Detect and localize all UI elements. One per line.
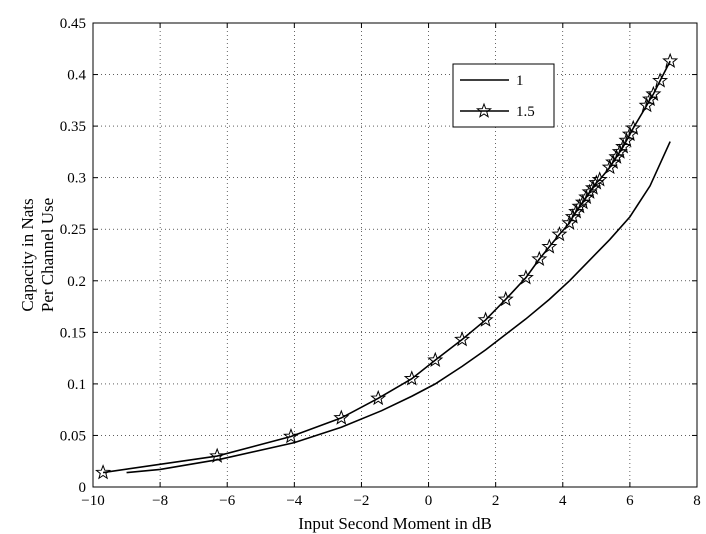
x-tick-label: 4	[559, 493, 567, 509]
data-point-star	[571, 198, 588, 214]
data-point-star	[625, 119, 642, 135]
plot-area-frame	[92, 22, 698, 488]
data-point-star	[645, 85, 662, 101]
data-point-star	[403, 370, 420, 386]
y-tick-label: 0.1	[67, 377, 86, 393]
series-layer	[95, 52, 679, 480]
x-tick-label: 2	[492, 493, 500, 509]
data-point-star	[209, 447, 226, 463]
data-point-star	[370, 389, 387, 406]
data-point-star	[517, 269, 534, 285]
data-point-star	[591, 171, 608, 187]
y-tick-label: 0.3	[67, 171, 86, 187]
y-tick-label: 0.2	[67, 274, 86, 290]
axis-ticks: −10 −8 −6 −4 −2 0 2 4 6 8 0 0.05 0.1 0.15 0.2 0.25 0.3 0.…	[60, 16, 701, 509]
x-tick-label: −8	[152, 493, 168, 509]
y-tick-label: 0.35	[60, 119, 86, 135]
x-axis-label: Input Second Moment in dB	[298, 514, 492, 533]
y-tick-label: 0.05	[60, 428, 86, 444]
y-tick-label: 0.15	[60, 325, 86, 341]
data-point-star	[564, 208, 581, 224]
data-point-star	[95, 464, 112, 480]
series-1	[126, 141, 671, 474]
x-tick-label: −10	[81, 493, 104, 509]
data-point-star	[581, 183, 598, 199]
y-tick-label: 0.4	[67, 68, 86, 84]
x-tick-label: 6	[626, 493, 634, 509]
legend-label: 1	[516, 73, 524, 89]
y-tick-label: 0.25	[60, 222, 86, 238]
y-tick-label: 0	[79, 480, 87, 496]
data-point-star	[282, 428, 300, 444]
x-tick-label: −6	[219, 493, 235, 509]
legend-box	[452, 63, 555, 128]
legend: 11.5	[452, 63, 555, 128]
data-point-star	[662, 52, 679, 68]
data-point-star	[642, 90, 659, 107]
data-point-star	[551, 225, 568, 242]
legend-label: 1.5	[516, 104, 535, 120]
data-point-star	[531, 250, 548, 266]
data-point-star	[652, 72, 669, 88]
data-point-star	[477, 311, 494, 327]
grid-lines	[93, 23, 697, 487]
y-axis-label-line-2: Per Channel Use	[38, 198, 57, 312]
legend-swatch-star	[475, 102, 493, 118]
data-point-star	[584, 179, 601, 195]
series-line	[102, 60, 671, 474]
x-tick-label: 8	[693, 493, 701, 509]
data-point-star	[333, 409, 350, 425]
data-point-star	[541, 238, 558, 254]
data-point-star	[454, 331, 471, 347]
y-axis-label: Capacity in Nats Per Channel Use	[18, 198, 57, 312]
x-tick-label: −2	[353, 493, 369, 509]
data-point-star	[574, 193, 591, 210]
series-1.5	[95, 52, 679, 480]
data-point-star	[568, 203, 585, 219]
data-point-star	[497, 290, 514, 307]
data-point-star	[578, 188, 595, 205]
data-point-star	[588, 174, 605, 190]
data-point-star	[427, 351, 444, 367]
data-point-star	[611, 143, 628, 159]
x-tick-label: −4	[286, 493, 302, 509]
data-point-star	[601, 158, 618, 175]
y-tick-label: 0.45	[60, 16, 86, 32]
x-tick-label: 0	[425, 493, 433, 509]
series-line	[126, 141, 671, 474]
y-axis-label-line-1: Capacity in Nats	[18, 198, 37, 311]
data-point-star	[605, 153, 622, 170]
data-point-star	[608, 148, 625, 164]
